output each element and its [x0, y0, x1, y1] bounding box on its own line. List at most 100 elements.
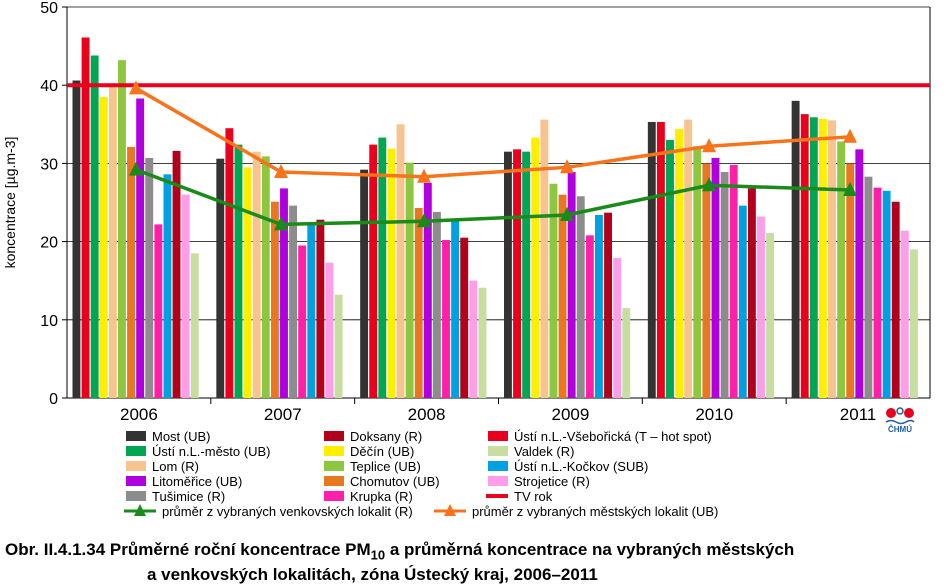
bar-2010-13 — [766, 232, 775, 398]
bar-2010-0 — [647, 121, 656, 398]
bar-2008-9 — [442, 240, 450, 398]
bar-2006-11 — [172, 150, 181, 398]
chart: 0 10 20 30 40 50 koncentrace [µg.m-3] 2006 2007 2… — [2, 0, 931, 519]
bar-2010-11 — [747, 188, 756, 398]
bar-2010-3 — [675, 128, 684, 398]
avg-line-1-marker-3 — [560, 159, 574, 174]
avg-line-1-marker-0 — [129, 80, 143, 95]
bar-2006-12 — [181, 194, 190, 398]
bar-2010-8 — [720, 172, 729, 398]
legend-swatch-0-2 — [488, 431, 508, 441]
bar-2009-7 — [567, 172, 576, 398]
x-tick-label-2010: 2010 — [695, 405, 733, 424]
legend-label-1-0: Ústí n.L.-město (UB) — [152, 444, 270, 459]
bar-2008-5 — [405, 162, 414, 398]
bar-2006-13 — [190, 253, 199, 398]
bar-2007-11 — [316, 219, 325, 398]
avg-line-1-marker-4 — [702, 138, 716, 153]
bar-2009-2 — [522, 151, 531, 398]
bar-2011-8 — [864, 176, 873, 398]
bar-2010-6 — [702, 163, 711, 398]
bar-2008-1 — [369, 144, 378, 398]
caption-subscript: 10 — [370, 547, 386, 563]
bar-2008-12 — [469, 280, 478, 398]
bar-2006-1 — [81, 37, 90, 399]
bar-2007-9 — [298, 245, 307, 398]
bar-2007-3 — [243, 167, 252, 398]
legend-line-marker-0 — [134, 504, 146, 516]
bar-2009-6 — [558, 194, 567, 398]
y-tick-label-1: 10 — [40, 313, 58, 330]
bar-2010-12 — [757, 216, 765, 398]
bar-2006-3 — [99, 96, 108, 399]
avg-line-0-marker-5 — [843, 181, 857, 196]
bar-2006-9 — [154, 224, 163, 398]
bar-2009-11 — [604, 212, 612, 398]
bar-2007-1 — [225, 128, 234, 398]
legend-label-0-1: Doksany (R) — [350, 429, 422, 444]
legend-swatch-4-0 — [126, 491, 146, 501]
bar-2010-4 — [684, 119, 693, 398]
avg-line-1-marker-1 — [274, 164, 288, 179]
bar-2010-1 — [656, 121, 665, 398]
legend-swatch-0-1 — [324, 431, 344, 441]
caption-suffix: a průměrná koncentrace na vybraných měst… — [385, 540, 795, 559]
bar-2006-0 — [72, 80, 81, 399]
bar-2009-0 — [504, 151, 512, 398]
bar-2011-2 — [809, 117, 818, 399]
x-tick-label-2007: 2007 — [264, 405, 302, 424]
bar-2009-4 — [540, 119, 549, 398]
bar-2007-7 — [280, 188, 288, 398]
avg-line-1-marker-2 — [417, 168, 431, 183]
legend-label-2-1: Teplice (UB) — [350, 459, 421, 474]
y-tick-label-0: 0 — [49, 391, 58, 408]
bar-2011-4 — [828, 120, 836, 398]
legend-line-label-0: průměr z vybraných venkovských lokalit (… — [162, 504, 413, 519]
avg-line-0-marker-1 — [274, 216, 288, 231]
legend-swatch-2-2 — [488, 461, 508, 471]
y-tick-label-2: 20 — [40, 235, 58, 252]
bar-2011-7 — [855, 149, 864, 398]
bar-2009-13 — [622, 308, 631, 398]
bar-2008-2 — [378, 137, 387, 398]
bar-2007-0 — [216, 158, 225, 398]
bar-2006-6 — [127, 146, 135, 398]
legend-line-label-1: průměr z vybraných městských lokalit (UB… — [472, 504, 718, 519]
legend-label-3-0: Litoměřice (UB) — [152, 474, 242, 489]
bar-2011-9 — [873, 187, 882, 398]
legend-label-0-2: Ústí n.L.-Všebořická (T – hot spot) — [514, 429, 712, 444]
bar-2007-6 — [270, 201, 279, 398]
bar-2008-7 — [423, 182, 432, 398]
avg-line-0-marker-0 — [129, 161, 143, 176]
legend-label-0-0: Most (UB) — [152, 429, 211, 444]
bar-2006-7 — [136, 98, 145, 398]
avg-line-1-marker-5 — [843, 128, 857, 143]
bar-2011-1 — [800, 114, 809, 398]
bar-2011-11 — [891, 201, 900, 398]
x-tick-label-2009: 2009 — [552, 405, 590, 424]
avg-line-0-marker-3 — [560, 207, 574, 222]
caption-prefix: Obr. II.4.1.34 Průměrné roční koncentrac… — [5, 540, 371, 559]
y-tick-label-3: 30 — [40, 156, 58, 173]
bar-2009-5 — [549, 183, 558, 398]
legend-swatch-1-0 — [126, 446, 146, 456]
legend-label-2-2: Ústí n.L.-Kočkov (SUB) — [514, 459, 648, 474]
bar-2009-3 — [531, 137, 540, 398]
bar-2008-10 — [451, 218, 460, 398]
bar-2007-10 — [307, 224, 316, 398]
bar-2010-2 — [666, 139, 674, 398]
bar-2008-0 — [360, 169, 369, 398]
legend-label-2-0: Lom (R) — [152, 459, 199, 474]
plot-area — [67, 7, 930, 398]
bar-2011-12 — [900, 230, 909, 398]
bar-2009-10 — [595, 215, 603, 398]
legend-swatch-2-0 — [126, 461, 146, 471]
bar-2008-3 — [387, 148, 396, 398]
legend-label-4-2: TV rok — [514, 489, 553, 504]
bar-2011-6 — [846, 163, 855, 398]
bar-2007-5 — [261, 156, 270, 398]
bar-2011-0 — [791, 100, 800, 398]
legend-label-4-1: Krupka (R) — [350, 489, 413, 504]
bar-2010-10 — [738, 205, 747, 398]
bar-2007-4 — [252, 151, 261, 398]
